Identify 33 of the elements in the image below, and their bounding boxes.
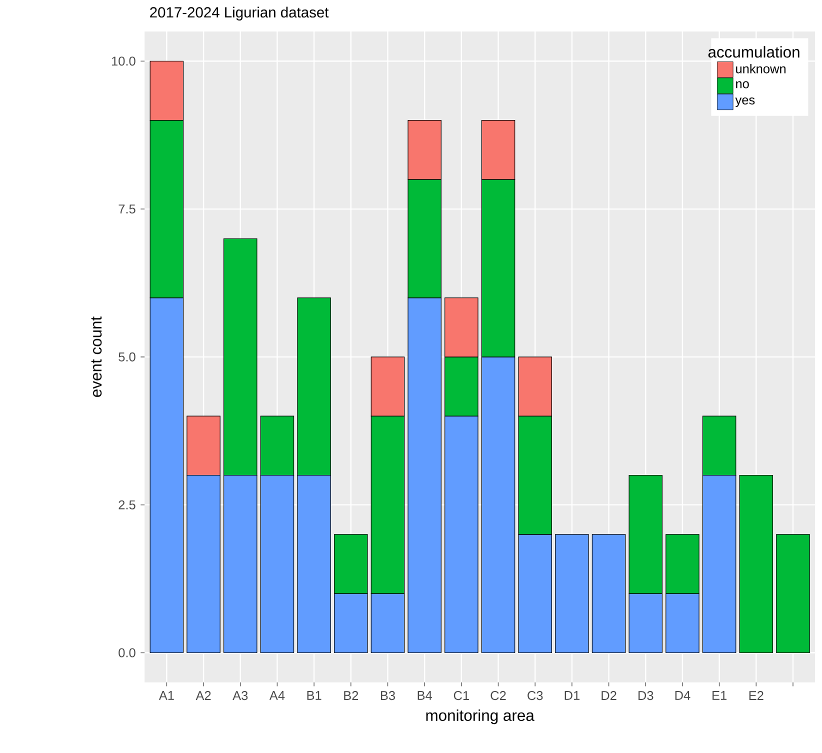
bar (739, 474, 774, 653)
x-tick-label: C2 (490, 690, 506, 700)
legend-title: accumulation (708, 46, 800, 58)
y-tick-label: 7.5 (118, 204, 136, 214)
x-tick-label: B1 (307, 690, 322, 700)
x-tick-label: B2 (344, 690, 358, 700)
y-tick-label: 2.5 (118, 500, 136, 510)
x-tick-label: A1 (158, 690, 174, 700)
bar (555, 534, 589, 653)
legend-label: unknown (736, 64, 786, 74)
x-tick-label: B3 (380, 690, 395, 700)
x-tick-label: D3 (638, 690, 654, 700)
bar (776, 534, 810, 653)
x-tick-label: A4 (269, 690, 285, 700)
x-tick-label: C1 (454, 690, 469, 700)
x-tick-label: D4 (675, 690, 690, 700)
legend-label: yes (735, 97, 755, 107)
y-tick-label: 5.0 (118, 352, 136, 362)
y-tick-label: 0.0 (118, 648, 136, 658)
y-tick-label: 10.0 (112, 56, 136, 66)
x-tick-label: C3 (528, 690, 543, 700)
bar (592, 534, 626, 653)
y-axis-title: event count (91, 316, 102, 397)
x-tick-label: D2 (602, 690, 616, 700)
x-tick-label: A3 (232, 690, 248, 700)
x-tick-label: D1 (564, 690, 580, 700)
x-axis-title: monitoring area (426, 709, 534, 724)
x-tick-label: E2 (749, 690, 764, 700)
chart-title: 2017-2024 Ligurian dataset (150, 6, 329, 20)
x-tick-label: A2 (196, 690, 211, 700)
x-tick-label: E1 (712, 690, 726, 700)
legend-label: no (736, 81, 749, 88)
x-tick-label: B4 (418, 690, 432, 700)
